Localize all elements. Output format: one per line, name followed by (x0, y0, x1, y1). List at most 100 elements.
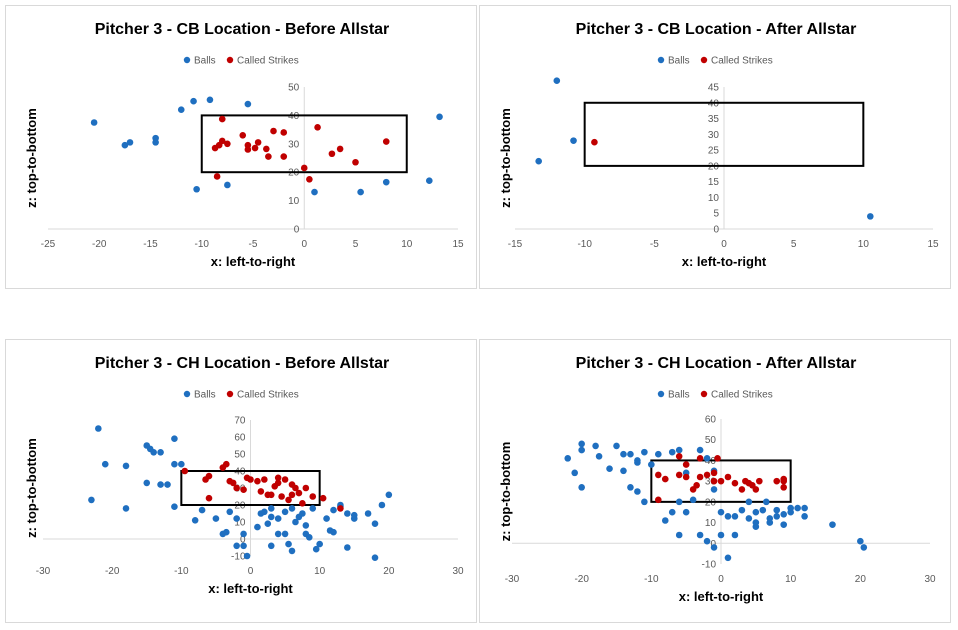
called-strike-point (285, 496, 292, 504)
legend-marker-balls (183, 390, 191, 398)
ball-point (553, 77, 561, 84)
ball-point (302, 522, 310, 529)
x-tick-label: 0 (718, 574, 724, 585)
legend-label: Called Strikes (237, 390, 299, 401)
ball-point (364, 510, 372, 517)
y-tick-label: 45 (708, 83, 720, 94)
ball-point (564, 455, 572, 462)
ball-point (385, 491, 393, 499)
ball-point (857, 537, 864, 545)
x-tick-label: 5 (353, 239, 359, 250)
called-strike-point (703, 471, 711, 479)
ball-point (309, 505, 317, 512)
chart-panel-cb-before: Pitcher 3 - CB Location - Before Allstar… (5, 5, 477, 289)
x-tick-label: -30 (36, 566, 51, 577)
ball-point (95, 425, 102, 432)
ball-point (595, 452, 603, 460)
x-tick-label: -10 (174, 566, 189, 577)
ball-point (766, 519, 774, 526)
ball-point (738, 506, 746, 514)
called-strike-point (382, 138, 390, 145)
ball-point (620, 467, 627, 475)
ball-point (126, 139, 134, 146)
ball-point (233, 515, 240, 522)
called-strike-point (696, 455, 704, 462)
ball-point (745, 515, 753, 522)
legend: Balls Called Strikes (183, 56, 299, 67)
called-strike-point (280, 153, 288, 160)
ball-point (90, 119, 98, 126)
ball-point (240, 542, 247, 550)
y-axis-title: z: top-to-bottom (498, 108, 513, 208)
called-strike-point (205, 494, 213, 502)
strike-zone-box (180, 470, 321, 506)
x-tick-label: 10 (314, 566, 326, 577)
ball-point (281, 530, 289, 538)
called-strike-point (724, 473, 732, 481)
y-tick-label: 10 (708, 193, 720, 204)
strike-zone-box (200, 114, 408, 174)
y-axis-title: z: top-to-bottom (498, 442, 513, 542)
x-tick-label: -30 (505, 574, 520, 585)
ball-point (641, 498, 648, 506)
ball-point (222, 528, 230, 536)
ball-point (157, 481, 164, 488)
x-tick-label: 0 (301, 239, 307, 250)
x-tick-label: -5 (249, 239, 258, 250)
legend-marker-called-strikes (700, 56, 708, 64)
called-strike-point (710, 469, 718, 477)
ball-point (752, 508, 760, 516)
ball-point (267, 513, 275, 521)
y-tick-label: 20 (705, 497, 717, 508)
ball-point (780, 510, 787, 518)
x-axis-title: x: left-to-right (208, 581, 293, 596)
ball-point (323, 515, 330, 522)
called-strike-point (661, 475, 669, 483)
legend-label: Called Strikes (711, 390, 773, 401)
chart-title: Pitcher 3 - CH Location - Before Allstar (95, 355, 390, 372)
chart-svg-cb-before: Pitcher 3 - CB Location - Before Allstar… (24, 21, 464, 269)
called-strike-point (309, 493, 317, 500)
strike-zone-box (583, 101, 865, 167)
called-strike-point (328, 150, 336, 158)
called-strike-point (337, 505, 344, 512)
x-tick-label: -20 (105, 566, 120, 577)
called-strike-point (693, 481, 700, 489)
y-tick-label: 30 (288, 139, 300, 150)
legend: Balls Called Strikes (657, 390, 773, 401)
called-strike-point (682, 461, 690, 468)
ball-point (606, 465, 613, 473)
ball-point (224, 181, 231, 189)
chart-panel-ch-after: Pitcher 3 - CH Location - After Allstar B… (479, 339, 951, 623)
ball-point (759, 506, 767, 514)
called-strike-point (738, 486, 746, 493)
called-strike-point (222, 460, 230, 468)
ball-point (288, 547, 296, 555)
ball-point (655, 450, 662, 458)
called-strike-point (233, 484, 240, 492)
legend-label: Called Strikes (237, 56, 299, 67)
ball-point (254, 523, 261, 531)
y-tick-label: -10 (231, 552, 246, 563)
ball-point (285, 540, 292, 548)
chart-title: Pitcher 3 - CB Location - After Allstar (576, 21, 857, 38)
legend-label: Balls (194, 56, 216, 67)
y-tick-label: 40 (708, 98, 720, 109)
ball-point (787, 508, 794, 516)
x-tick-label: -25 (41, 239, 56, 250)
ball-point (731, 531, 739, 539)
y-tick-label: 70 (234, 416, 246, 427)
called-strike-point (292, 484, 299, 492)
ball-point (867, 213, 874, 220)
ball-point (243, 552, 251, 560)
ball-point (675, 446, 683, 454)
ball-point (305, 534, 313, 541)
called-strike-point (265, 153, 272, 160)
ball-point (212, 515, 220, 522)
called-strike-point (229, 479, 237, 487)
ball-point (571, 469, 578, 477)
x-tick-label: 10 (785, 574, 797, 585)
legend-marker-balls (183, 56, 191, 64)
called-strike-point (181, 467, 189, 475)
y-tick-label: 50 (705, 435, 717, 446)
